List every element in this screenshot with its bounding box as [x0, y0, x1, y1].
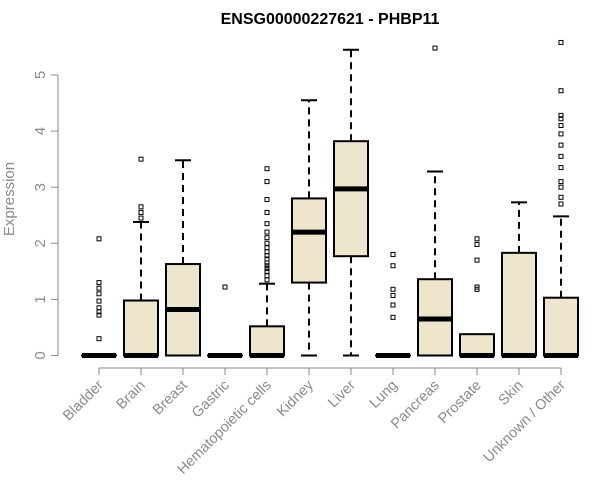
outlier-point — [558, 201, 564, 207]
y-tick-label: 2 — [32, 239, 49, 247]
box-group — [81, 236, 117, 358]
outlier-point — [264, 263, 270, 269]
outlier-point — [390, 314, 396, 320]
outlier-point — [558, 88, 564, 94]
outlier-point — [390, 252, 396, 258]
y-tick-label: 5 — [32, 71, 49, 79]
box-group — [333, 48, 369, 357]
outlier-point — [264, 277, 270, 283]
chart-title: ENSG00000227621 - PHBP11 — [221, 11, 440, 28]
box-group — [501, 201, 537, 358]
outlier-point — [138, 209, 144, 215]
y-tick-label: 0 — [32, 351, 49, 359]
outlier-point — [138, 156, 144, 162]
box-group — [459, 236, 495, 358]
y-axis-label: Expression — [1, 162, 18, 236]
outlier-point — [474, 241, 480, 247]
outlier-point — [264, 245, 270, 251]
x-tick-label: Prostate — [435, 378, 484, 427]
box — [249, 325, 285, 357]
outlier-point — [264, 197, 270, 203]
outlier-point — [558, 142, 564, 148]
outlier-point — [264, 273, 270, 279]
outlier-point — [264, 179, 270, 185]
outlier-point — [558, 116, 564, 122]
outlier-point — [558, 184, 564, 190]
outlier-point — [390, 302, 396, 308]
y-tick-label: 1 — [32, 295, 49, 303]
box-group — [543, 39, 579, 358]
outlier-point — [558, 112, 564, 118]
outlier-point — [558, 153, 564, 159]
outlier-point — [558, 194, 564, 200]
outlier-point — [474, 257, 480, 263]
x-tick-label: Brain — [114, 378, 149, 413]
box-group — [249, 166, 285, 358]
outlier-point — [138, 204, 144, 210]
outlier-point — [264, 166, 270, 172]
outlier-point — [96, 280, 102, 286]
outlier-point — [96, 298, 102, 304]
x-tick-label: Bladder — [60, 377, 107, 424]
box-group — [417, 45, 453, 357]
outlier-point — [96, 336, 102, 342]
box-group — [165, 159, 201, 357]
outlier-point — [558, 165, 564, 171]
outlier-point — [264, 221, 270, 227]
outlier-point — [96, 305, 102, 311]
box — [543, 296, 579, 357]
outlier-point — [264, 268, 270, 274]
outlier-point — [264, 266, 270, 272]
box-series — [81, 39, 579, 358]
outlier-point — [390, 263, 396, 269]
outlier-point — [264, 240, 270, 246]
box — [123, 299, 159, 357]
box-group — [123, 156, 159, 358]
box-group — [207, 284, 243, 358]
x-tick-label: Lung — [367, 378, 401, 412]
outlier-point — [264, 256, 270, 262]
box — [291, 197, 327, 284]
outlier-point — [96, 236, 102, 242]
box-group — [291, 99, 327, 357]
x-tick-label: Breast — [150, 378, 191, 419]
outlier-point — [264, 249, 270, 255]
y-tick-label: 3 — [32, 183, 49, 191]
box — [333, 140, 369, 258]
outlier-point — [96, 312, 102, 318]
outlier-point — [558, 39, 564, 45]
outlier-point — [432, 45, 438, 51]
outlier-point — [264, 260, 270, 266]
outlier-point — [390, 292, 396, 298]
outlier-point — [96, 291, 102, 297]
outlier-point — [474, 236, 480, 242]
outlier-point — [264, 229, 270, 235]
outlier-point — [558, 131, 564, 137]
outlier-point — [474, 284, 480, 290]
x-tick-label: Kidney — [274, 377, 317, 420]
outlier-point — [96, 285, 102, 291]
outlier-point — [558, 122, 564, 128]
box — [459, 333, 495, 357]
outlier-point — [390, 286, 396, 292]
x-tick-label: Skin — [496, 378, 527, 409]
outlier-point — [558, 179, 564, 185]
y-tick-label: 4 — [32, 127, 49, 135]
x-tick-label: Liver — [325, 377, 359, 411]
outlier-point — [222, 284, 228, 290]
outlier-point — [138, 215, 144, 221]
outlier-point — [264, 235, 270, 241]
outlier-point — [264, 209, 270, 215]
box — [501, 251, 537, 357]
y-axis: 0 1 2 3 4 5 — [32, 71, 59, 360]
box-group — [375, 252, 411, 358]
